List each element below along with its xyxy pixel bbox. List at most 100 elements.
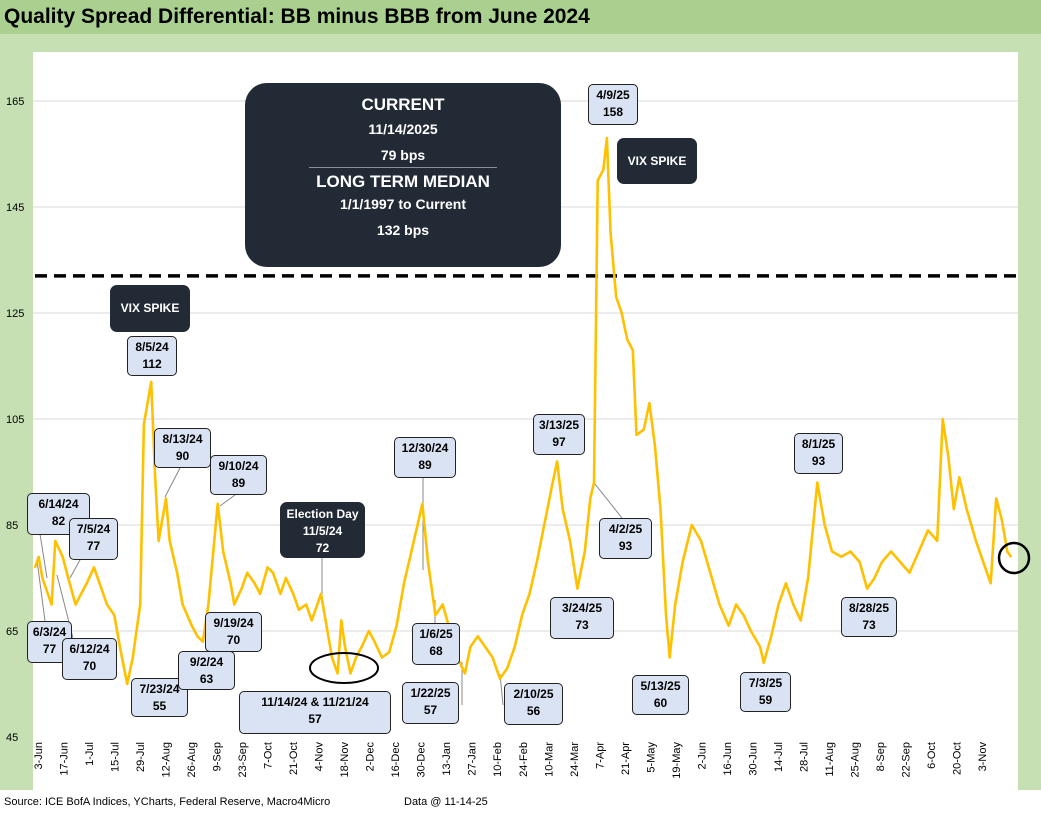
y-tick-label: 85	[6, 520, 18, 532]
x-tick-label: 20-Oct	[951, 742, 963, 775]
series-point	[816, 481, 819, 484]
series-point	[142, 423, 145, 426]
series-point	[331, 656, 333, 659]
series-point	[93, 566, 95, 569]
callout-date: 8/1/25	[801, 437, 836, 451]
series-point	[34, 566, 36, 569]
chart-svg: 45 65 85 105 125 145 165 3-Jun 17-Jun 1-Jul 15-Ju…	[6, 96, 1031, 779]
series-point	[113, 614, 116, 616]
series-point	[240, 587, 243, 590]
current-heading: CURRENT	[361, 95, 445, 114]
series-point	[201, 640, 204, 643]
y-tick-label: 165	[6, 96, 24, 108]
callout-value: 89	[418, 458, 432, 472]
election-line-2: 11/5/24	[302, 524, 343, 538]
callout-box: 8/13/24 90	[154, 428, 211, 468]
callout-box: 1/22/25 57	[402, 682, 459, 724]
y-tick-label: 125	[6, 308, 24, 320]
series-point	[266, 566, 269, 569]
current-value-circle-marker	[997, 541, 1031, 575]
callout-value: 77	[42, 642, 57, 656]
summary-box: CURRENT 11/14/2025 79 bps LONG TERM MEDI…	[245, 83, 561, 267]
callout-date: 6/12/24	[69, 642, 110, 656]
series-point	[157, 540, 160, 542]
series-point	[792, 603, 795, 606]
callout-value: 90	[175, 449, 190, 463]
callout-date: 8/13/24	[162, 432, 203, 446]
series-point	[528, 593, 531, 595]
y-tick-labels: 45 65 85 105 125 145 165	[6, 96, 24, 744]
series-point	[246, 571, 249, 574]
callout-leader	[36, 559, 46, 622]
series-point	[958, 476, 961, 479]
series-point	[305, 603, 308, 606]
series-point	[674, 603, 677, 606]
callout-value: 89	[231, 476, 246, 490]
callout-box: 9/2/24 63	[178, 651, 235, 690]
series-point	[54, 540, 57, 542]
callout-box: 12/30/24 89	[394, 437, 456, 478]
x-tick-label: 30-Jun	[747, 742, 759, 776]
series-point	[785, 582, 787, 585]
median-value: 132 bps	[376, 222, 430, 238]
series-point	[292, 593, 295, 595]
series-point	[168, 540, 171, 542]
series-point	[131, 656, 134, 659]
callout-value: 82	[51, 514, 66, 528]
x-tick-label: 24-Mar	[569, 742, 581, 777]
series-point	[222, 550, 225, 553]
series-point	[176, 571, 178, 574]
series-point	[602, 169, 605, 171]
series-point	[190, 624, 193, 627]
series-point	[556, 460, 559, 463]
x-tick-label: 9-Sep	[212, 742, 224, 771]
series-point	[476, 635, 479, 638]
series-point	[659, 508, 662, 510]
series-point	[718, 603, 721, 606]
series-point	[654, 444, 656, 447]
footer	[0, 790, 1041, 819]
series-point	[569, 540, 571, 542]
series-point	[74, 603, 77, 606]
series-point	[513, 646, 516, 648]
callout-value: 73	[862, 618, 876, 632]
callout-leader	[69, 559, 81, 579]
series-point	[165, 497, 167, 500]
series-point	[216, 502, 219, 505]
data-as-of-note: Data @ 11-14-25	[404, 796, 488, 808]
series-point	[866, 587, 868, 590]
election-line-1: Election Day	[286, 507, 359, 521]
callout-date: 1/6/25	[419, 627, 453, 641]
callout-box: 3/13/25 97	[533, 414, 585, 455]
series-point	[917, 550, 920, 553]
series-point	[690, 524, 693, 526]
series-point	[1000, 518, 1003, 521]
series-point	[272, 571, 274, 574]
callout-value: 158	[602, 105, 624, 119]
x-tick-labels: 3-Jun 17-Jun 1-Jul 15-Jul 29-Jul 12-Aug 26-Aug…	[33, 742, 989, 779]
callout-box: 9/10/24 89	[210, 455, 267, 495]
x-tick-label: 10-Mar	[543, 742, 555, 777]
election-line-3: 72	[315, 541, 330, 555]
series-point	[849, 550, 852, 553]
callout-value: 57	[308, 712, 322, 726]
series-point	[880, 561, 883, 563]
x-tick-label: 21-Oct	[288, 742, 300, 775]
series-point	[709, 571, 712, 574]
x-tick-label: 5-May	[645, 742, 657, 773]
callout-date: 2/10/25	[513, 687, 554, 701]
series-point	[355, 656, 357, 659]
series-point	[606, 137, 608, 140]
series-point	[982, 561, 985, 563]
x-tick-label: 3-Jun	[33, 742, 45, 770]
series-point	[561, 508, 564, 510]
callout-box: 2/10/25 56	[504, 683, 563, 725]
series-point	[259, 593, 261, 595]
series-point	[759, 646, 761, 648]
callout-value: 55	[152, 699, 167, 713]
callout-date: 6/3/24	[32, 625, 67, 639]
callout-date: 6/14/24	[38, 497, 79, 511]
series-point	[631, 349, 634, 351]
summary-divider	[309, 167, 497, 168]
series-point	[543, 524, 546, 526]
